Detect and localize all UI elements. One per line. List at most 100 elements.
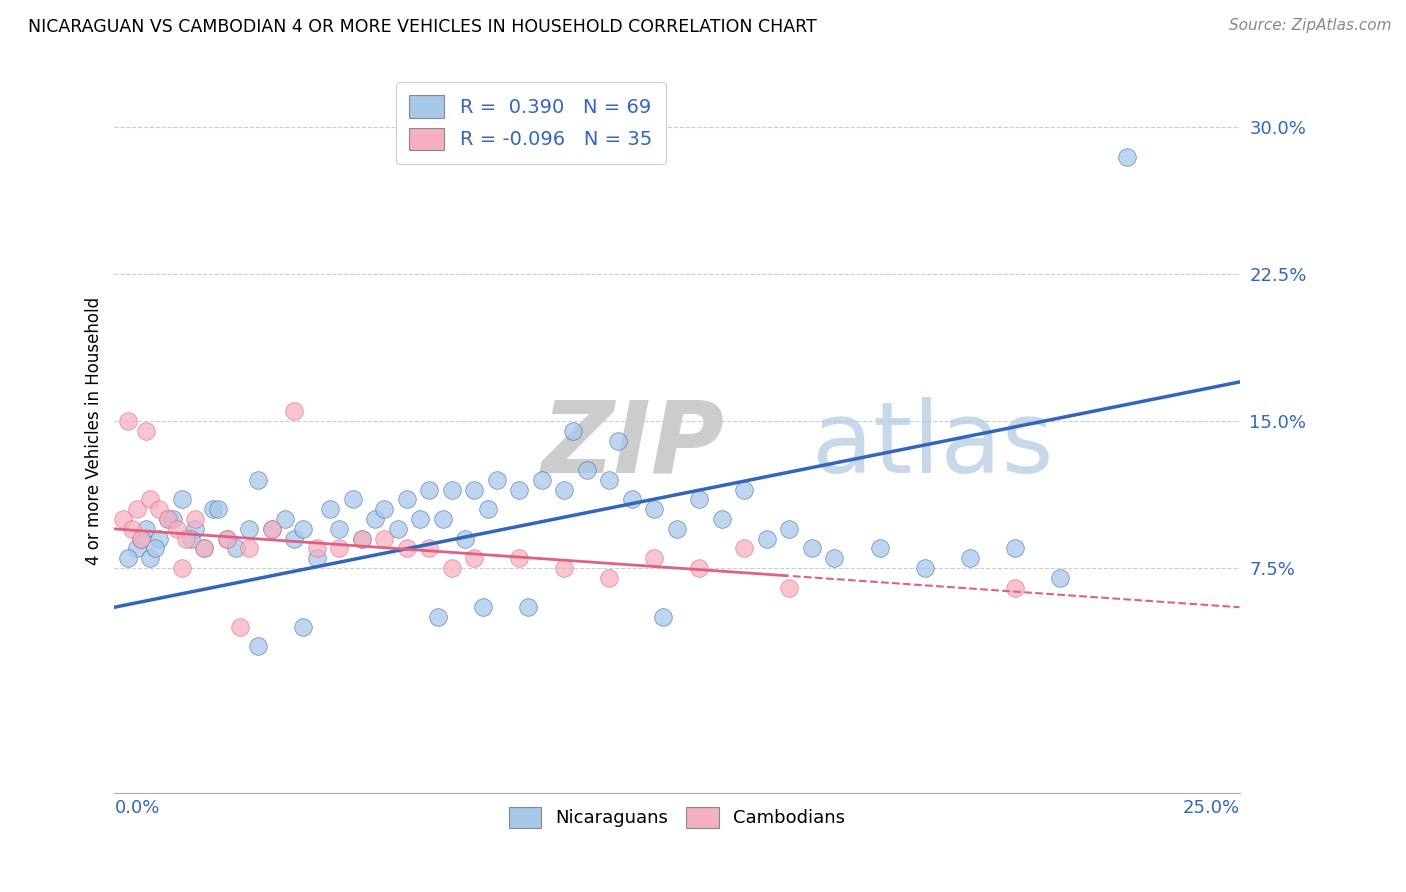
Point: [274, 512, 297, 526]
Point: [734, 483, 756, 497]
Text: NICARAGUAN VS CAMBODIAN 4 OR MORE VEHICLES IN HOUSEHOLD CORRELATION CHART: NICARAGUAN VS CAMBODIAN 4 OR MORE VEHICL…: [28, 18, 817, 36]
Point: [319, 502, 342, 516]
Point: [139, 492, 162, 507]
Point: [643, 502, 665, 516]
Point: [176, 532, 198, 546]
Point: [517, 600, 540, 615]
Point: [562, 424, 585, 438]
Point: [477, 502, 499, 516]
Point: [373, 532, 395, 546]
Point: [530, 473, 553, 487]
Point: [440, 561, 463, 575]
Point: [215, 532, 238, 546]
Point: [117, 414, 139, 428]
Point: [193, 541, 215, 556]
Point: [215, 532, 238, 546]
Point: [157, 512, 180, 526]
Point: [418, 483, 440, 497]
Point: [409, 512, 432, 526]
Point: [292, 620, 315, 634]
Point: [472, 600, 495, 615]
Point: [756, 532, 779, 546]
Point: [157, 512, 180, 526]
Point: [229, 620, 252, 634]
Point: [914, 561, 936, 575]
Point: [328, 541, 350, 556]
Point: [148, 532, 170, 546]
Point: [350, 532, 373, 546]
Text: atlas: atlas: [813, 397, 1053, 494]
Point: [598, 473, 620, 487]
Point: [387, 522, 409, 536]
Point: [801, 541, 824, 556]
Point: [238, 541, 260, 556]
Point: [225, 541, 247, 556]
Point: [373, 502, 395, 516]
Point: [440, 483, 463, 497]
Point: [620, 492, 643, 507]
Point: [427, 610, 450, 624]
Point: [454, 532, 477, 546]
Point: [643, 551, 665, 566]
Point: [283, 532, 305, 546]
Point: [463, 551, 485, 566]
Point: [779, 522, 801, 536]
Point: [112, 512, 135, 526]
Point: [607, 434, 630, 448]
Point: [143, 541, 166, 556]
Point: [305, 541, 328, 556]
Point: [364, 512, 387, 526]
Point: [292, 522, 315, 536]
Point: [305, 551, 328, 566]
Point: [139, 551, 162, 566]
Text: 0.0%: 0.0%: [114, 799, 160, 817]
Point: [260, 522, 283, 536]
Text: 25.0%: 25.0%: [1182, 799, 1240, 817]
Point: [238, 522, 260, 536]
Point: [1004, 541, 1026, 556]
Point: [508, 483, 530, 497]
Point: [328, 522, 350, 536]
Point: [652, 610, 675, 624]
Point: [117, 551, 139, 566]
Point: [1004, 581, 1026, 595]
Point: [207, 502, 229, 516]
Legend: Nicaraguans, Cambodians: Nicaraguans, Cambodians: [502, 800, 852, 835]
Point: [283, 404, 305, 418]
Point: [170, 561, 193, 575]
Point: [432, 512, 454, 526]
Point: [665, 522, 688, 536]
Text: ZIP: ZIP: [541, 397, 725, 494]
Point: [553, 483, 575, 497]
Point: [688, 492, 710, 507]
Point: [170, 492, 193, 507]
Point: [184, 522, 207, 536]
Point: [350, 532, 373, 546]
Point: [247, 473, 270, 487]
Point: [598, 571, 620, 585]
Point: [247, 640, 270, 654]
Point: [193, 541, 215, 556]
Point: [342, 492, 364, 507]
Point: [395, 492, 418, 507]
Point: [125, 502, 148, 516]
Point: [734, 541, 756, 556]
Point: [575, 463, 598, 477]
Point: [463, 483, 485, 497]
Text: Source: ZipAtlas.com: Source: ZipAtlas.com: [1229, 18, 1392, 33]
Point: [202, 502, 225, 516]
Point: [1049, 571, 1071, 585]
Point: [125, 541, 148, 556]
Point: [260, 522, 283, 536]
Point: [166, 522, 188, 536]
Point: [148, 502, 170, 516]
Point: [959, 551, 981, 566]
Point: [162, 512, 184, 526]
Point: [180, 532, 202, 546]
Point: [131, 532, 153, 546]
Point: [184, 512, 207, 526]
Point: [121, 522, 143, 536]
Y-axis label: 4 or more Vehicles in Household: 4 or more Vehicles in Household: [86, 297, 103, 565]
Point: [1116, 150, 1139, 164]
Point: [824, 551, 846, 566]
